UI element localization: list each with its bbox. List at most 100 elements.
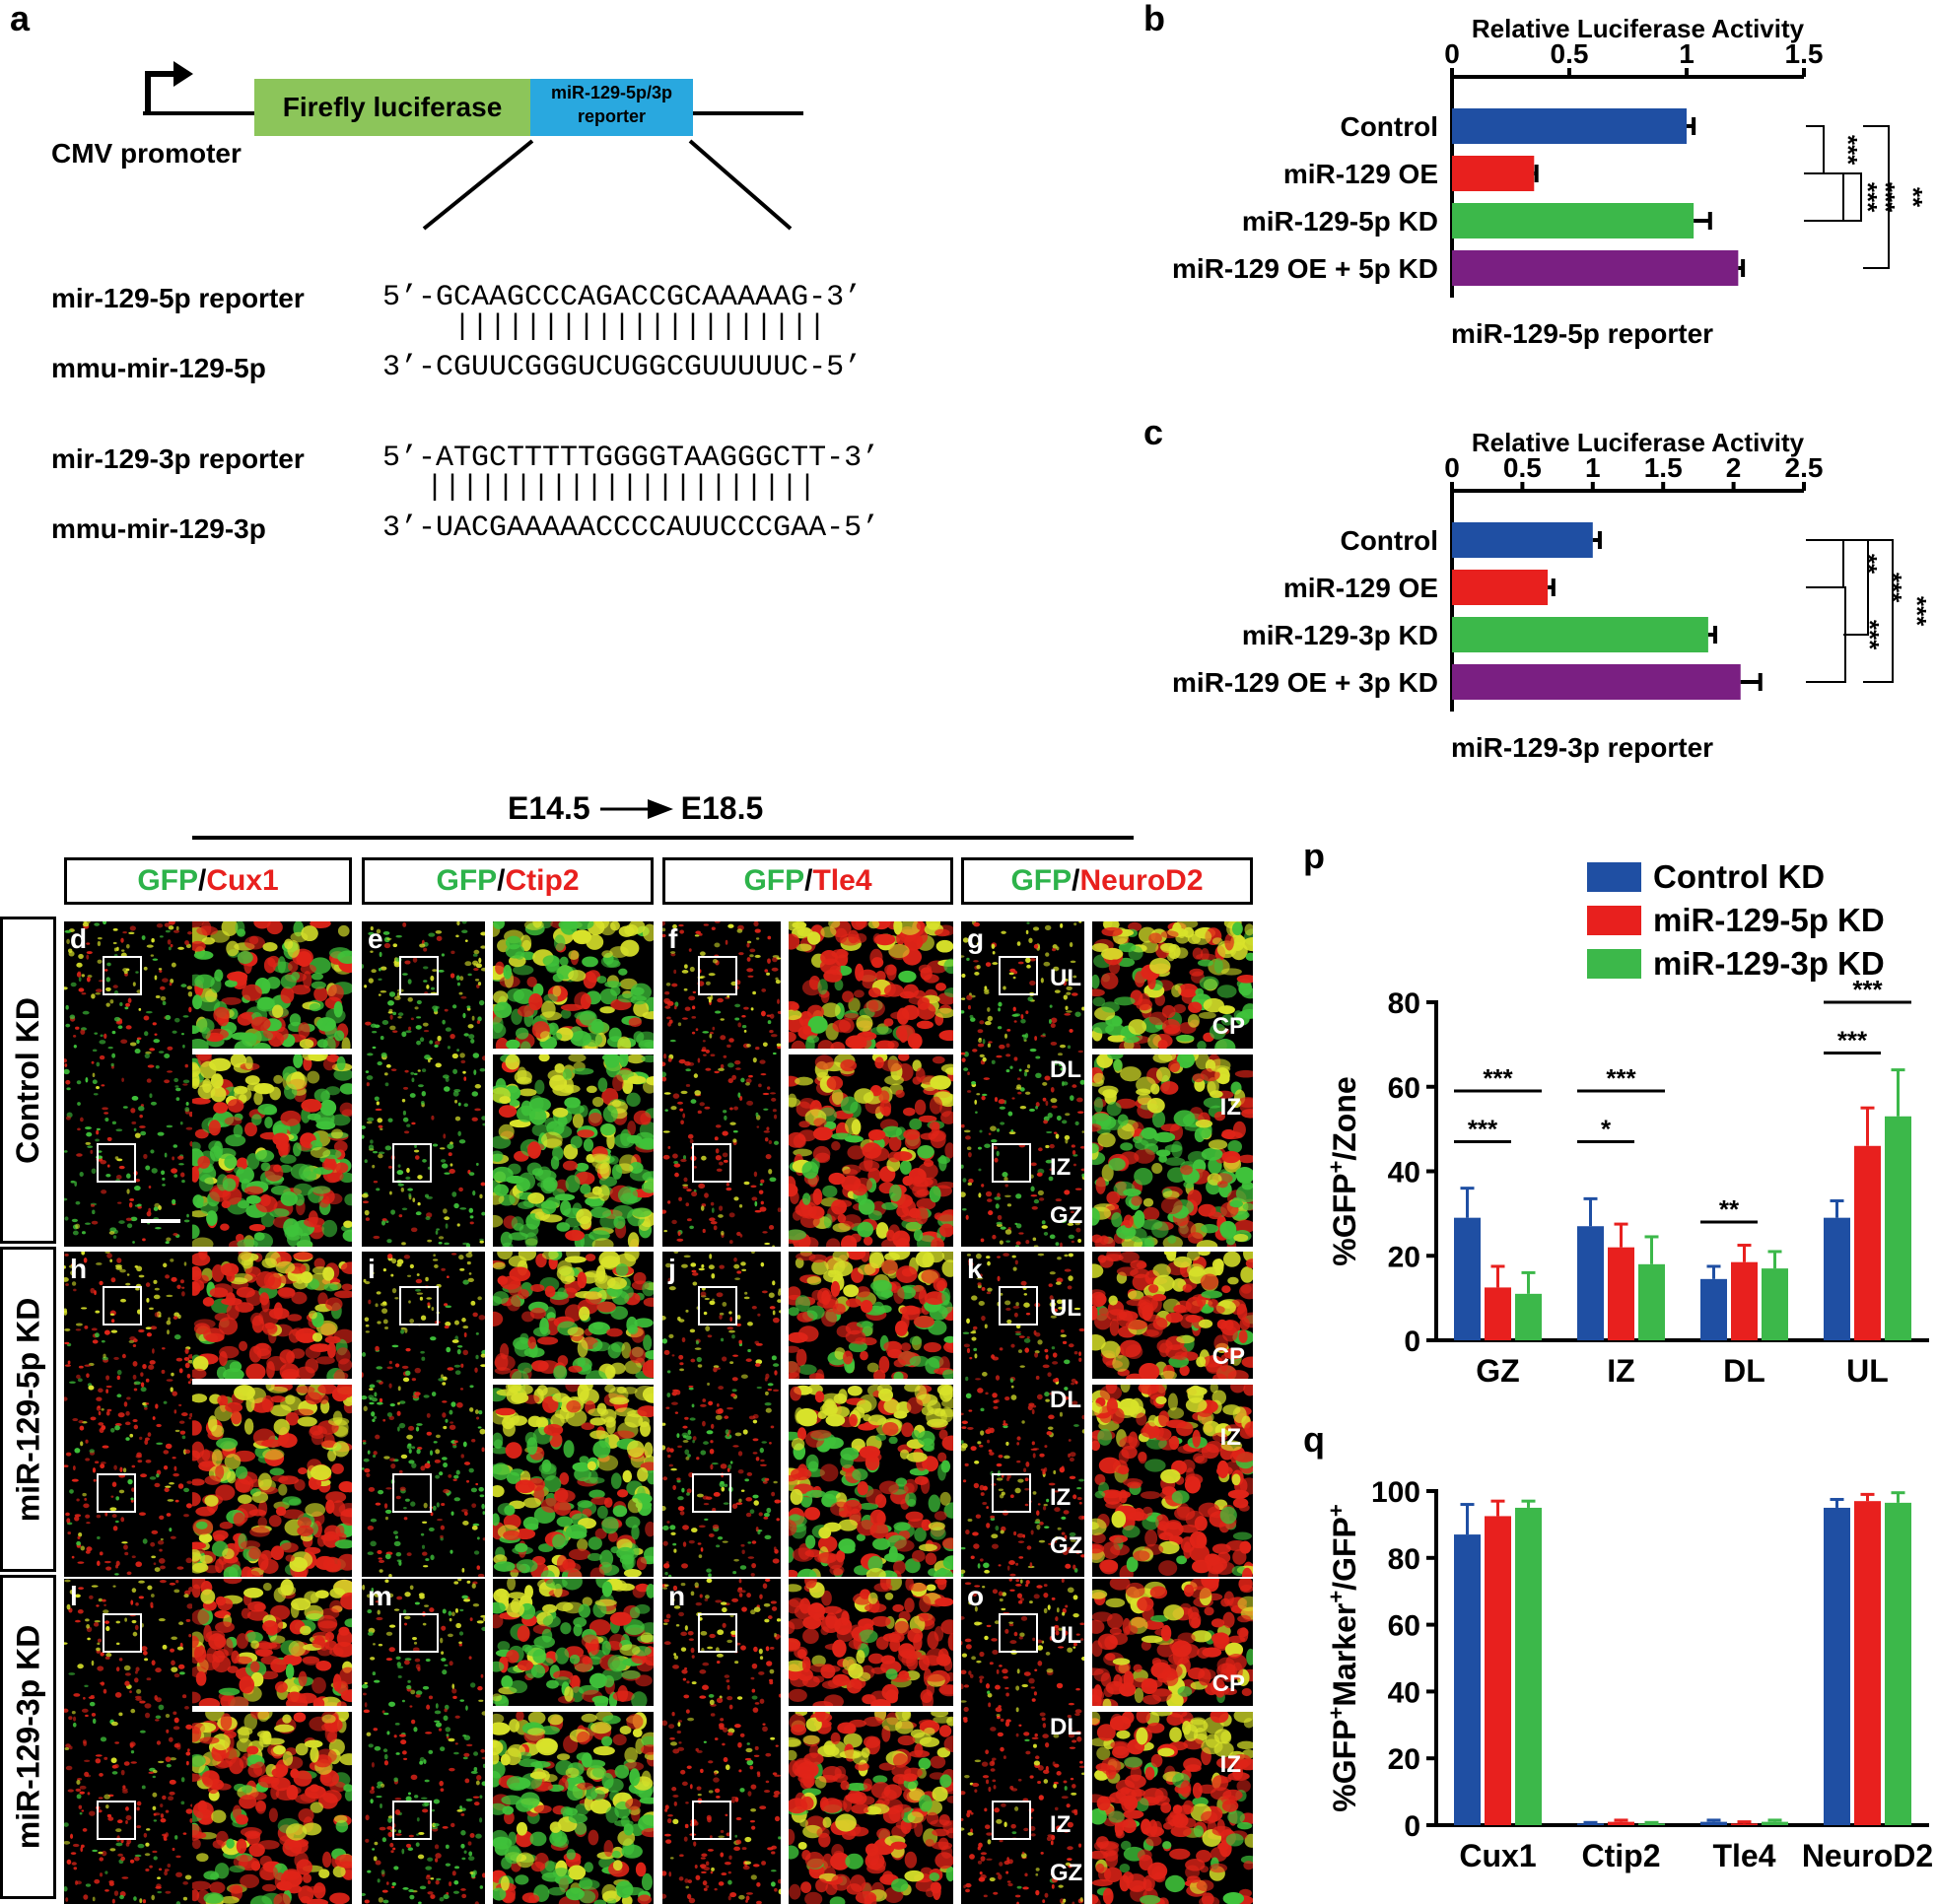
cell-blob	[727, 924, 733, 928]
cell-blob	[93, 1050, 98, 1053]
cell-blob	[1056, 1242, 1060, 1246]
cell-blob	[215, 1484, 235, 1500]
cell-blob	[1219, 1221, 1236, 1237]
cell-blob	[934, 1511, 947, 1521]
cell-blob	[114, 1425, 120, 1430]
cell-blob	[773, 1053, 777, 1054]
cell-blob	[815, 1391, 824, 1402]
cell-blob	[504, 1505, 515, 1516]
cell-blob	[966, 958, 969, 961]
header-marker: Ctip2	[506, 864, 580, 898]
cell-blob	[1057, 1116, 1062, 1121]
cell-blob	[962, 1057, 966, 1061]
cell-blob	[446, 1306, 452, 1309]
cell-blob	[430, 1450, 433, 1456]
cell-blob	[884, 965, 897, 976]
cell-blob	[872, 1538, 890, 1550]
cell-blob	[1010, 1129, 1013, 1131]
cell-blob	[969, 1357, 972, 1359]
cell-blob	[385, 1145, 391, 1150]
cell-blob	[471, 1488, 477, 1493]
cell-blob	[1120, 1066, 1141, 1081]
cell-blob	[407, 1275, 411, 1277]
cell-blob	[627, 1441, 645, 1458]
cell-blob	[704, 923, 709, 925]
cell-blob	[167, 1513, 172, 1517]
cell-blob	[390, 1403, 395, 1406]
cell-blob	[1064, 1190, 1070, 1194]
cell-blob	[420, 1037, 424, 1042]
cell-blob	[789, 1570, 797, 1577]
roi-box	[999, 956, 1038, 995]
zone-label: DL	[1050, 1056, 1081, 1084]
cell-blob	[1057, 1257, 1062, 1259]
cell-blob	[454, 1321, 459, 1326]
cell-blob	[693, 991, 696, 993]
cell-blob	[436, 1228, 440, 1230]
cell-blob	[85, 1458, 90, 1461]
cell-blob	[528, 993, 542, 1010]
cell-blob	[64, 1063, 67, 1067]
cell-blob	[765, 1377, 768, 1381]
cell-blob	[893, 1286, 904, 1304]
cell-blob	[188, 1417, 191, 1420]
cell-blob	[778, 1207, 781, 1212]
cell-blob	[1001, 1226, 1006, 1229]
cell-blob	[663, 1563, 669, 1568]
cell-blob	[369, 1402, 374, 1404]
cell-blob	[917, 1021, 934, 1030]
cell-blob	[462, 921, 467, 924]
cell-blob	[153, 1416, 156, 1420]
cell-blob	[685, 1007, 691, 1011]
cell-blob	[104, 1330, 110, 1335]
cell-blob	[664, 1005, 670, 1009]
cell-blob	[301, 925, 318, 941]
cell-blob	[1005, 1442, 1008, 1446]
cell-blob	[667, 1146, 670, 1149]
cell-blob	[986, 962, 991, 967]
cell-blob	[408, 1027, 411, 1031]
cell-blob	[680, 1159, 686, 1162]
cell-blob	[457, 1345, 462, 1348]
cell-blob	[883, 1341, 902, 1352]
cell-blob	[918, 1163, 938, 1180]
cell-blob	[214, 1534, 226, 1542]
cell-blob	[437, 1502, 440, 1507]
cell-blob	[151, 1530, 158, 1534]
cell-blob	[402, 1099, 405, 1102]
cell-blob	[220, 1223, 230, 1230]
cell-blob	[568, 1366, 582, 1373]
cell-blob	[81, 1546, 85, 1551]
cell-blob	[240, 1033, 257, 1042]
cell-blob	[166, 1444, 173, 1449]
cell-blob	[416, 1427, 419, 1432]
cell-blob	[732, 1389, 737, 1392]
cell-blob	[246, 1195, 261, 1204]
cell-blob	[188, 1381, 191, 1384]
cell-blob	[1076, 1098, 1083, 1103]
cell-blob	[173, 1031, 177, 1034]
cell-blob	[682, 970, 689, 974]
cell-blob	[1062, 1120, 1067, 1123]
cell-blob	[85, 1077, 88, 1083]
cell-blob	[1006, 1069, 1010, 1072]
cell-blob	[272, 1475, 289, 1482]
cell-blob	[403, 1111, 406, 1116]
cell-blob	[93, 1467, 96, 1473]
cell-blob	[387, 1254, 392, 1258]
cell-blob	[1106, 1191, 1120, 1204]
cell-blob	[121, 949, 124, 951]
cell-blob	[766, 1408, 772, 1413]
cell-blob	[1005, 1229, 1012, 1235]
cell-blob	[720, 1035, 726, 1040]
cell-blob	[597, 1078, 607, 1093]
cell-blob	[726, 1188, 731, 1190]
cell-blob	[1114, 996, 1135, 1005]
cell-blob	[545, 1286, 556, 1298]
cell-blob	[662, 1541, 667, 1546]
cell-blob	[773, 1558, 780, 1563]
cell-blob	[1092, 988, 1105, 996]
cell-blob	[1061, 1334, 1067, 1337]
cell-blob	[523, 1498, 541, 1509]
cell-blob	[813, 1189, 823, 1205]
